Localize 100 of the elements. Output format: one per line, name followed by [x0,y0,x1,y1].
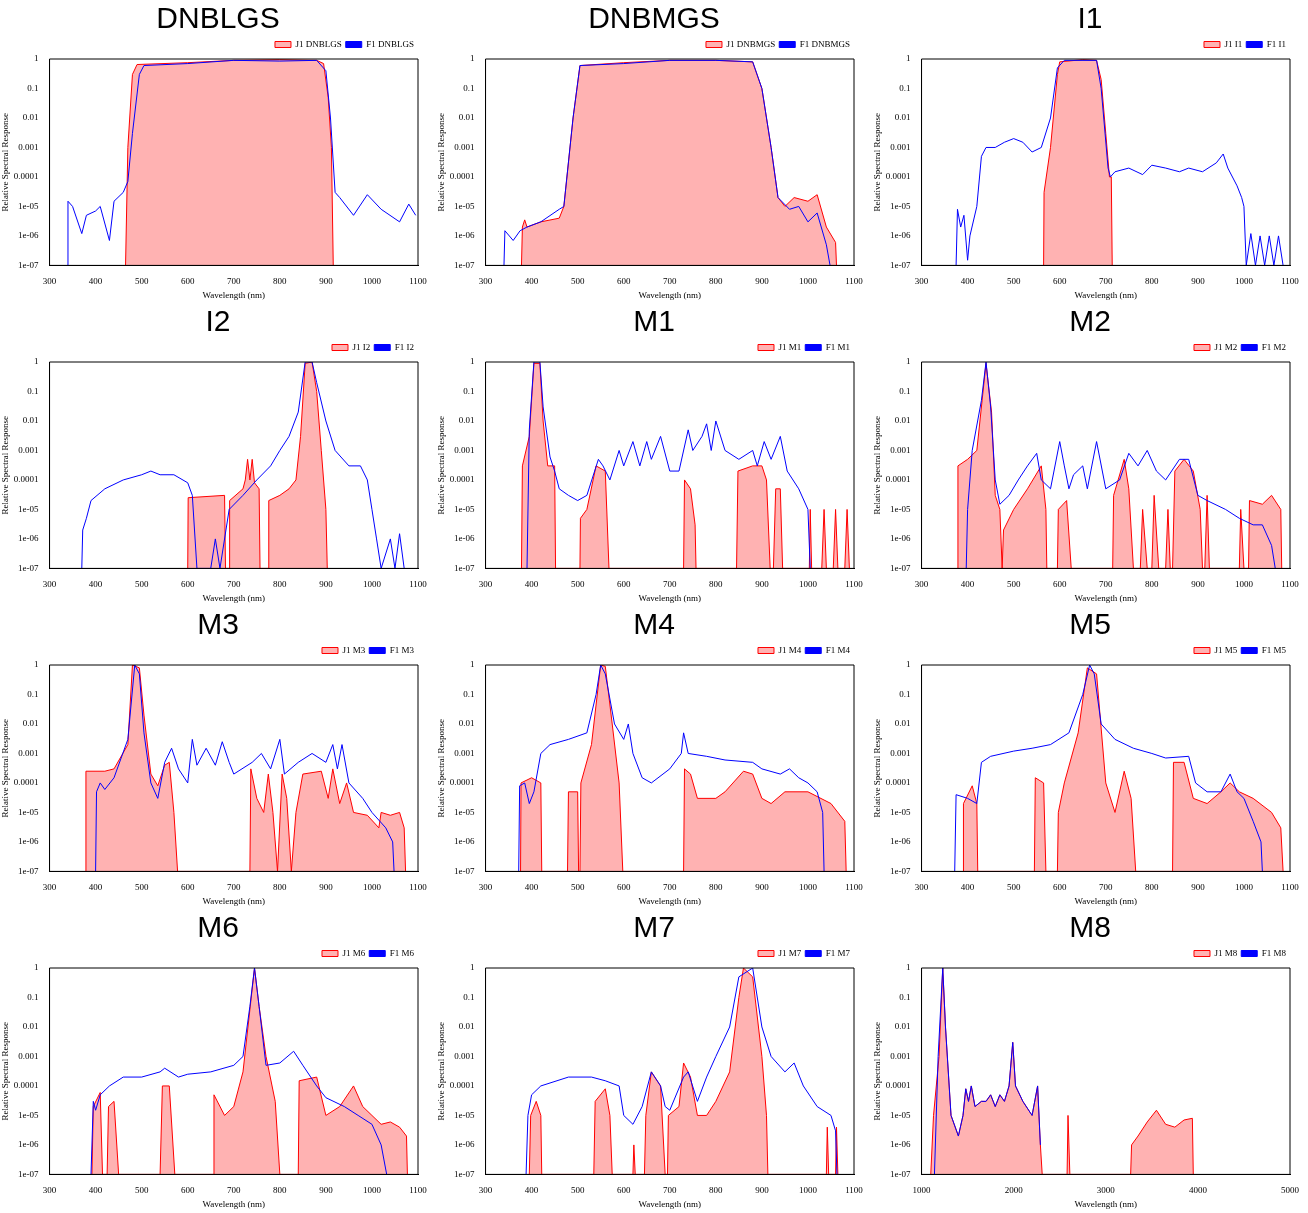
y-tick-label: 1e-05 [890,200,912,211]
text: M3 [196,606,240,642]
legend-label: F1 M6 [389,947,415,958]
x-tick-label: 900 [755,882,770,893]
x-tick-label: 400 [88,579,103,590]
legend-label: F1 I2 [394,341,415,352]
x-tick-label: 1100 [1281,882,1300,893]
y-tick-label: 1e-07 [18,1168,40,1179]
x-tick-label: 500 [1006,276,1021,287]
x-tick-label: 700 [663,1185,678,1196]
y-tick-label: 0.0001 [13,1080,39,1091]
x-tick-label: 800 [1145,882,1160,893]
x-tick-label: 500 [570,579,585,590]
x-axis-title: Wavelength (nm) [638,1198,702,1209]
x-tick-label: 400 [960,276,975,287]
x-tick-label: 1000 [362,276,382,287]
x-tick-label: 800 [1145,579,1160,590]
y-tick-label: 1e-05 [890,806,912,817]
x-tick-label: 900 [755,579,770,590]
x-tick-label: 900 [755,276,770,287]
x-tick-label: 700 [1099,579,1114,590]
legend-label: F1 M3 [389,644,415,655]
x-tick-label: 500 [1006,882,1021,893]
y-tick-label: 0.1 [463,991,475,1002]
y-tick-label: 1e-05 [454,503,476,514]
x-axis-title: Wavelength (nm) [1074,592,1138,603]
legend-label: J1 M7 [778,947,802,958]
y-tick-label: 1e-07 [890,259,912,270]
y-tick-label: 1e-05 [454,200,476,211]
y-tick-label: 1 [34,53,39,64]
x-tick-label: 700 [227,579,242,590]
x-tick-label: 1000 [1234,579,1254,590]
y-tick-label: 0.1 [27,385,39,396]
x-tick-label: 600 [180,579,195,590]
x-tick-label: 1100 [845,579,864,590]
x-tick-label: 1000 [798,276,818,287]
y-tick-label: 1e-06 [890,1139,912,1150]
x-axis-title: Wavelength (nm) [202,592,266,603]
y-tick-label: 0.1 [899,385,911,396]
x-tick-label: 1100 [1281,579,1300,590]
x-tick-label: 300 [914,579,929,590]
y-tick-label: 1e-06 [18,533,40,544]
y-tick-label: 0.001 [18,747,39,758]
x-tick-label: 900 [1191,579,1206,590]
x-tick-label: 400 [524,882,539,893]
y-tick-label: 0.0001 [13,171,39,182]
y-tick-label: 1e-05 [454,1109,476,1120]
y-tick-label: 1e-07 [890,865,912,876]
x-tick-label: 1100 [409,579,428,590]
y-tick-label: 1 [906,962,911,973]
x-tick-label: 500 [134,579,149,590]
text: M4 [632,606,676,642]
y-tick-label: 1e-06 [454,1139,476,1150]
y-tick-label: 0.0001 [449,1080,475,1091]
y-tick-label: 1 [906,53,911,64]
text: DNBLGS [155,0,281,36]
legend-label: J1 M2 [1214,341,1238,352]
y-tick-label: 0.01 [894,718,911,729]
x-tick-label: 400 [524,1185,539,1196]
y-tick-label: 1e-07 [18,865,40,876]
y-tick-label: 0.1 [899,82,911,93]
x-tick-label: 700 [1099,276,1114,287]
x-tick-label: 300 [478,579,493,590]
y-tick-label: 0.1 [463,385,475,396]
y-tick-label: 1e-07 [18,259,40,270]
x-tick-label: 900 [319,579,334,590]
y-tick-label: 0.0001 [885,474,911,485]
y-tick-label: 1e-06 [454,836,476,847]
y-tick-label: 0.0001 [449,777,475,788]
x-tick-label: 1000 [798,579,818,590]
x-axis-title: Wavelength (nm) [1074,895,1138,906]
y-tick-label: 1 [470,659,475,670]
legend-label: J1 M5 [1214,644,1238,655]
x-tick-label: 900 [1191,276,1206,287]
y-axis-title: Relative Spectral Response [871,415,882,515]
x-axis-title: Wavelength (nm) [202,1198,266,1209]
x-tick-label: 1100 [845,882,864,893]
x-tick-label: 500 [570,276,585,287]
y-tick-label: 0.001 [890,444,911,455]
x-axis-title: Wavelength (nm) [638,592,702,603]
x-tick-label: 700 [663,882,678,893]
x-tick-label: 1100 [409,882,428,893]
x-tick-label: 3000 [1096,1185,1116,1196]
x-axis-title: Wavelength (nm) [202,289,266,300]
y-tick-label: 0.1 [27,991,39,1002]
legend-label: F1 I1 [1266,38,1287,49]
y-tick-label: 1e-07 [454,1168,476,1179]
legend-label: F1 M5 [1261,644,1287,655]
x-tick-label: 600 [180,1185,195,1196]
y-tick-label: 0.01 [22,415,39,426]
y-axis-title: Relative Spectral Response [871,718,882,818]
x-tick-label: 900 [755,1185,770,1196]
x-tick-label: 800 [273,579,288,590]
x-tick-label: 800 [709,1185,724,1196]
x-tick-label: 1000 [362,882,382,893]
y-tick-label: 1 [906,659,911,670]
legend-label: F1 M4 [825,644,851,655]
y-tick-label: 1e-05 [18,806,40,817]
legend-label: F1 DNBLGS [366,38,415,49]
x-tick-label: 600 [1052,276,1067,287]
